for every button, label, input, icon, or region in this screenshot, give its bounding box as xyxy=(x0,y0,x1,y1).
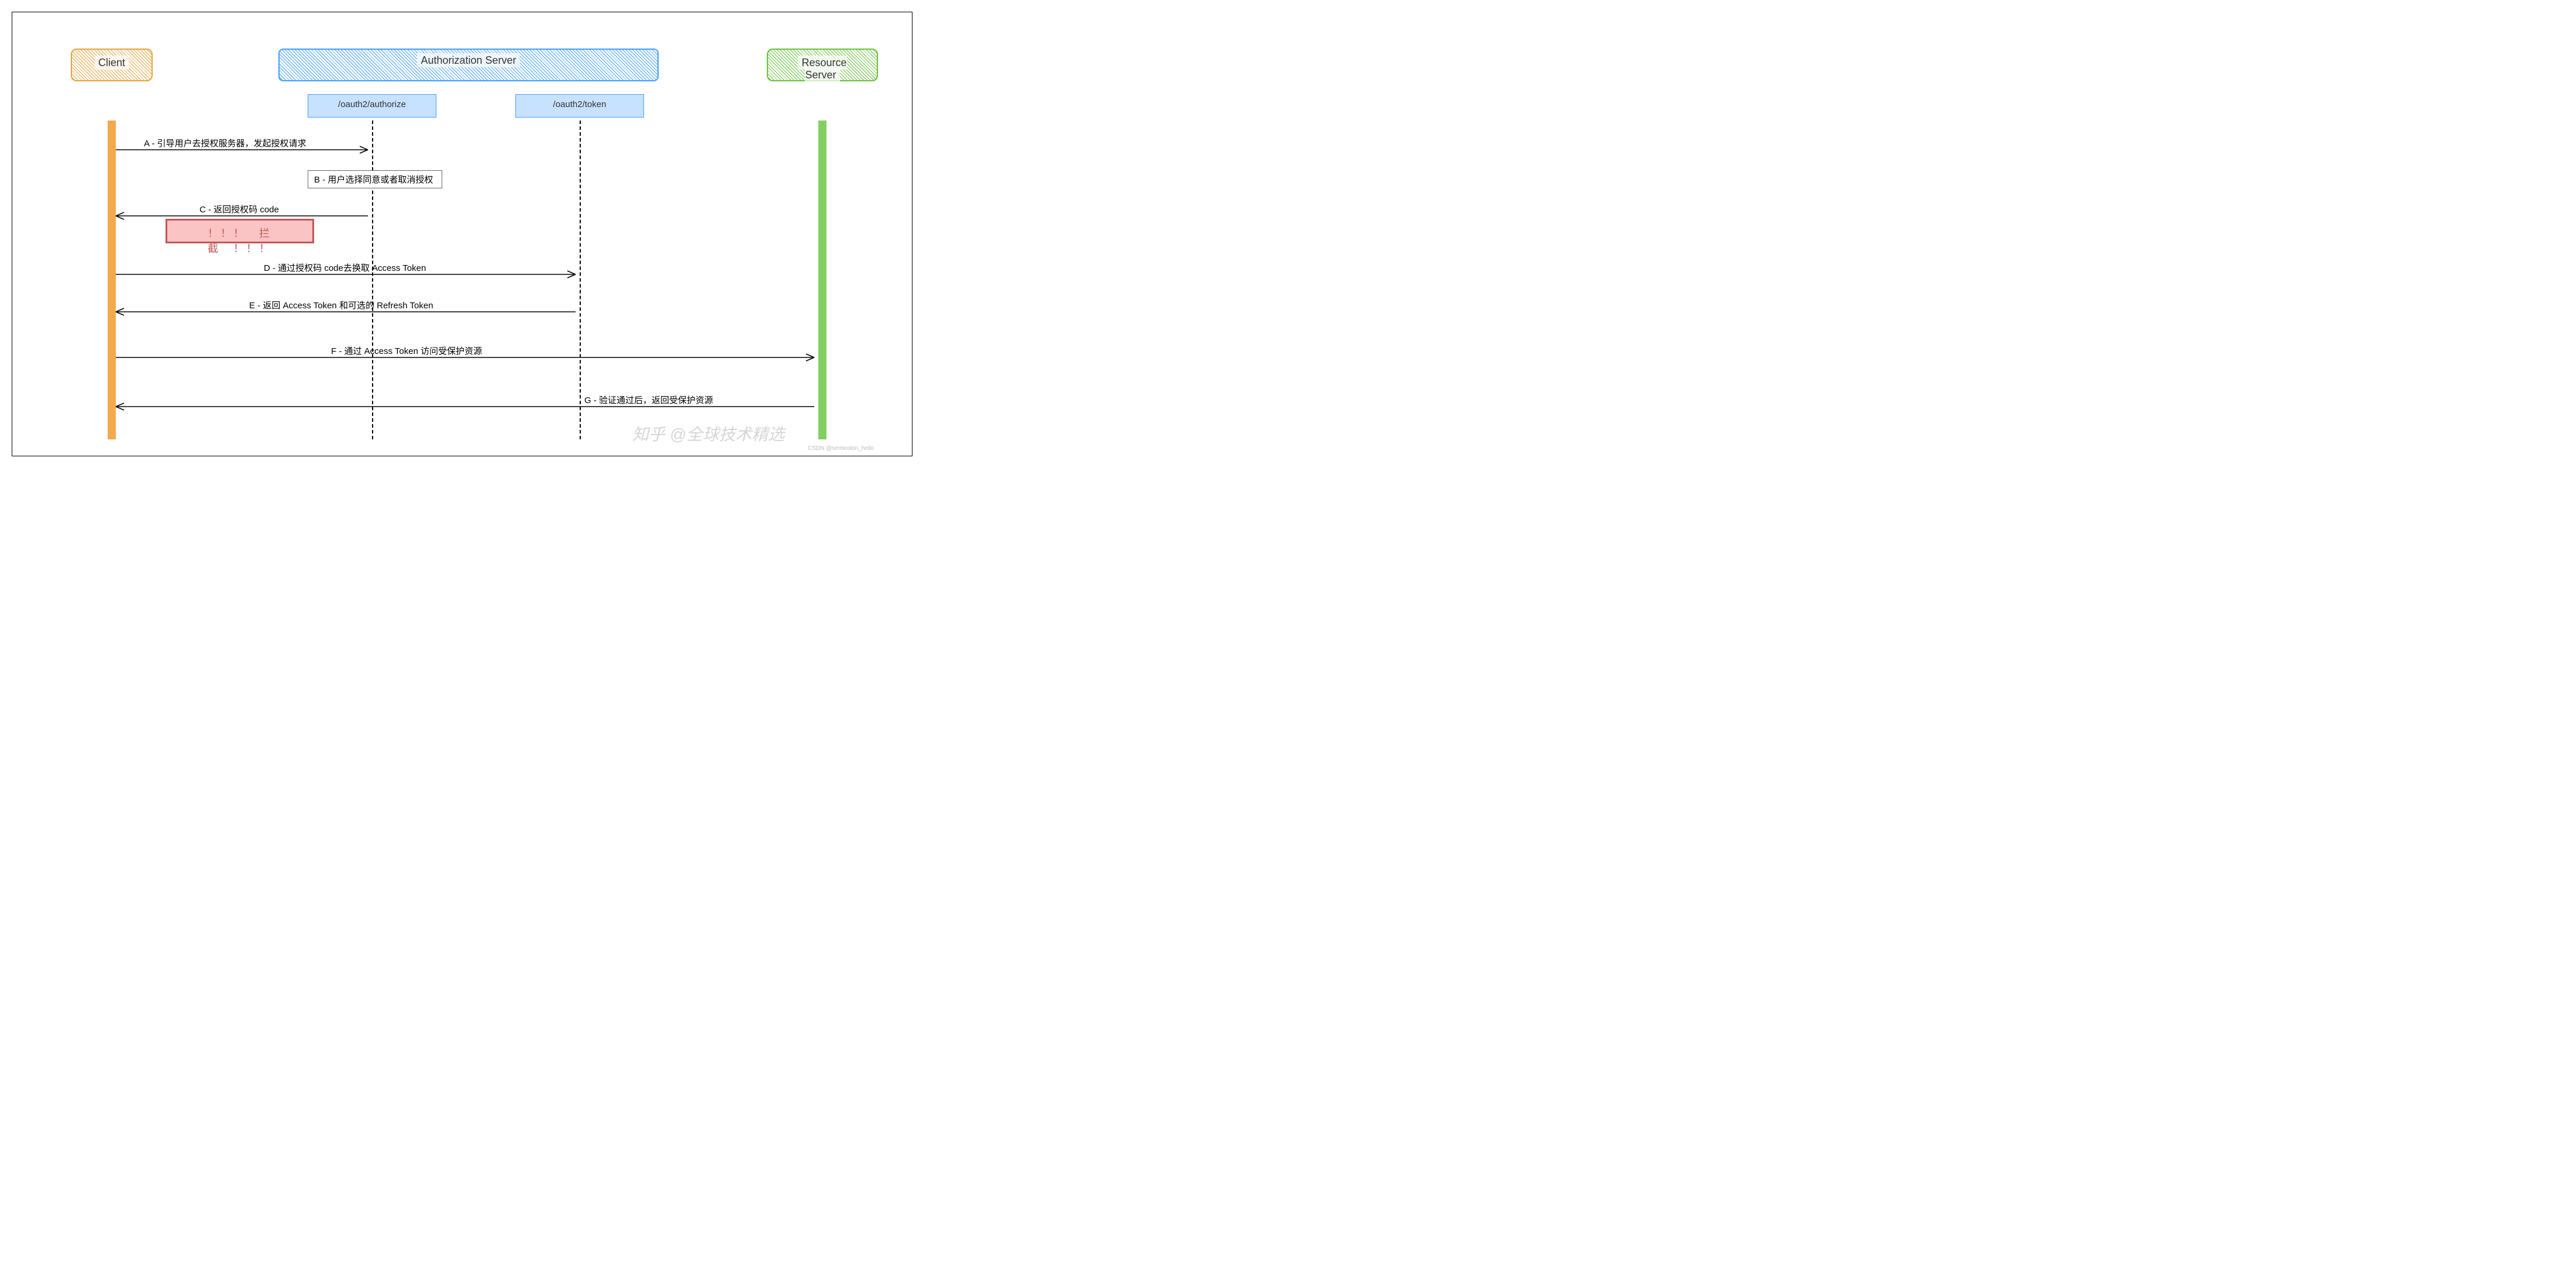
msg-b-note: B - 用户选择同意或者取消授权 xyxy=(308,170,442,188)
lifeline-authorize xyxy=(372,121,373,439)
msg-e-label: E - 返回 Access Token 和可选的 Refresh Token xyxy=(249,299,433,311)
lifeline-token xyxy=(580,121,581,439)
intercept-label: ！！！ 拦截 ！！！ xyxy=(208,228,272,254)
msg-d-label: D - 通过授权码 code去换取 Access Token xyxy=(264,262,426,274)
actor-auth-label: Authorization Server xyxy=(417,53,519,67)
watermark-csdn: CSDN @semicolon_hello xyxy=(808,445,874,452)
msg-c-label: C - 返回授权码 code xyxy=(199,203,279,215)
actor-auth-server: Authorization Server xyxy=(278,49,659,81)
endpoint-authorize-label: /oauth2/authorize xyxy=(338,99,406,109)
watermark-zhihu: 知乎 @全球技术精选 xyxy=(632,422,784,445)
endpoint-token-label: /oauth2/token xyxy=(553,99,607,109)
endpoint-authorize: /oauth2/authorize xyxy=(308,94,436,118)
actor-resource-label: Resource Server xyxy=(798,56,846,82)
actor-client-label: Client xyxy=(95,56,129,70)
lifeline-client xyxy=(108,121,116,439)
lifeline-resource xyxy=(818,121,826,439)
msg-f-label: F - 通过 Access Token 访问受保护资源 xyxy=(331,345,482,357)
endpoint-token: /oauth2/token xyxy=(515,94,644,118)
actor-client: Client xyxy=(71,49,153,81)
actor-resource-server: Resource Server xyxy=(767,49,878,81)
intercept-box: ！！！ 拦截 ！！！ xyxy=(166,219,314,243)
diagram-canvas: Client Authorization Server Resource Ser… xyxy=(12,12,912,456)
msg-a-label: A - 引导用户去授权服务器，发起授权请求 xyxy=(144,137,306,149)
msg-g-label: G - 验证通过后，返回受保护资源 xyxy=(584,394,713,406)
